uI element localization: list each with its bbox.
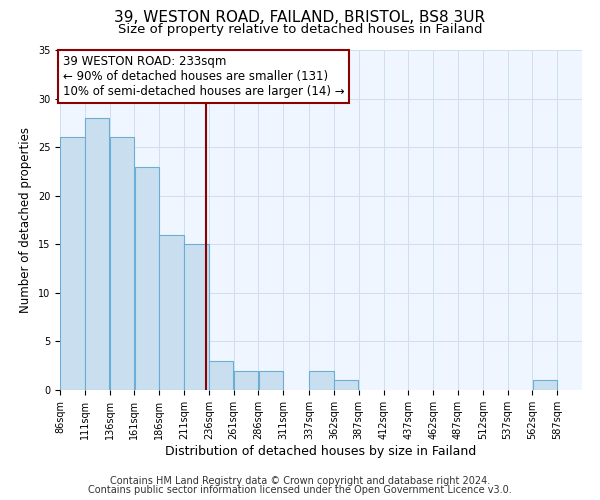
Text: Size of property relative to detached houses in Failand: Size of property relative to detached ho… bbox=[118, 22, 482, 36]
Text: Contains public sector information licensed under the Open Government Licence v3: Contains public sector information licen… bbox=[88, 485, 512, 495]
Bar bbox=[134, 166, 159, 390]
Bar bbox=[85, 118, 109, 390]
Bar bbox=[110, 138, 134, 390]
Bar bbox=[334, 380, 358, 390]
Text: 39, WESTON ROAD, FAILAND, BRISTOL, BS8 3UR: 39, WESTON ROAD, FAILAND, BRISTOL, BS8 3… bbox=[115, 10, 485, 25]
Text: Contains HM Land Registry data © Crown copyright and database right 2024.: Contains HM Land Registry data © Crown c… bbox=[110, 476, 490, 486]
Bar bbox=[234, 370, 258, 390]
Y-axis label: Number of detached properties: Number of detached properties bbox=[19, 127, 32, 313]
Bar bbox=[60, 138, 85, 390]
Bar bbox=[310, 370, 334, 390]
X-axis label: Distribution of detached houses by size in Failand: Distribution of detached houses by size … bbox=[166, 444, 476, 458]
Bar bbox=[160, 234, 184, 390]
Bar bbox=[209, 361, 233, 390]
Bar bbox=[259, 370, 283, 390]
Text: 39 WESTON ROAD: 233sqm
← 90% of detached houses are smaller (131)
10% of semi-de: 39 WESTON ROAD: 233sqm ← 90% of detached… bbox=[63, 55, 344, 98]
Bar bbox=[533, 380, 557, 390]
Bar bbox=[184, 244, 209, 390]
